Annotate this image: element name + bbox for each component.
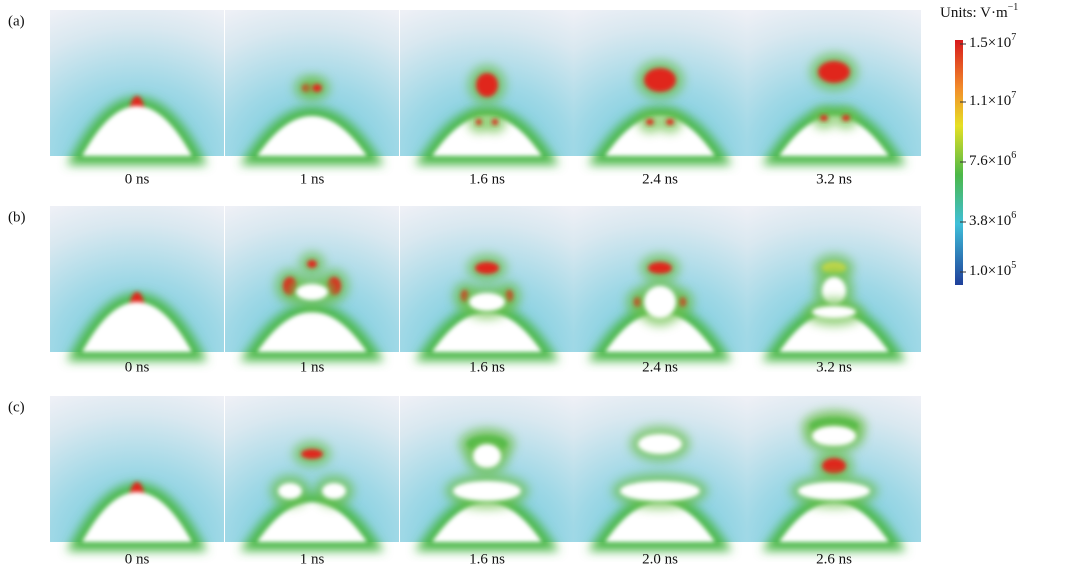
field-spot bbox=[646, 119, 654, 125]
tick-base: 1.0×10 bbox=[969, 263, 1011, 279]
tick-exp: 7 bbox=[1011, 90, 1016, 101]
field-spot bbox=[644, 286, 676, 318]
row-label: (b) bbox=[8, 209, 26, 225]
field-panel bbox=[400, 10, 574, 156]
time-label: 1 ns bbox=[300, 551, 325, 567]
field-spot bbox=[842, 115, 850, 121]
field-spot bbox=[453, 481, 521, 501]
field-panel bbox=[573, 396, 747, 542]
field-spot bbox=[812, 306, 856, 318]
tick-exp: 5 bbox=[1011, 260, 1016, 271]
field-spot bbox=[818, 61, 850, 83]
field-spot bbox=[473, 444, 501, 468]
field-spot bbox=[666, 119, 674, 125]
time-label: 3.2 ns bbox=[816, 359, 852, 375]
field-panel bbox=[747, 206, 921, 352]
tick-base: 1.1×10 bbox=[969, 93, 1011, 109]
colorbar-tick-label: 3.8×106 bbox=[969, 210, 1016, 229]
colorbar-tick-label: 7.6×106 bbox=[969, 150, 1016, 169]
time-label: 2.0 ns bbox=[642, 551, 678, 567]
time-label: 1.6 ns bbox=[469, 551, 505, 567]
field-spot bbox=[812, 426, 856, 446]
tick-base: 1.5×10 bbox=[969, 35, 1011, 51]
field-spot bbox=[301, 449, 323, 459]
tick-exp: 6 bbox=[1011, 210, 1016, 221]
time-label: 1 ns bbox=[300, 171, 325, 187]
field-spot bbox=[322, 483, 346, 499]
field-spot bbox=[644, 68, 676, 92]
field-spot bbox=[469, 293, 505, 311]
field-panel bbox=[50, 396, 224, 542]
field-spot bbox=[798, 482, 870, 500]
field-panel bbox=[573, 10, 747, 156]
time-label: 1.6 ns bbox=[469, 359, 505, 375]
time-label: 0 ns bbox=[125, 551, 150, 567]
field-spot bbox=[307, 260, 317, 268]
field-panel bbox=[747, 10, 921, 156]
colorbar-tick-label: 1.1×107 bbox=[969, 90, 1016, 109]
field-spot bbox=[822, 458, 846, 474]
field-panel bbox=[50, 10, 224, 156]
field-panel bbox=[573, 206, 747, 352]
time-label: 2.4 ns bbox=[642, 171, 678, 187]
field-panel bbox=[225, 396, 399, 542]
tick-base: 7.6×10 bbox=[969, 153, 1011, 169]
field-spot bbox=[476, 119, 482, 125]
field-panel bbox=[747, 396, 921, 542]
time-label: 1.6 ns bbox=[469, 171, 505, 187]
units-sup: −1 bbox=[1008, 2, 1019, 13]
field-spot bbox=[278, 483, 302, 499]
tick-base: 3.8×10 bbox=[969, 213, 1011, 229]
units-text: Units: V·m bbox=[940, 5, 1008, 21]
colorbar-units: Units: V·m−1 bbox=[940, 2, 1018, 21]
figure: (a) 0 ns 1 ns 1.6 ns 2.4 ns 3.2 ns (b) 0 ns 1 ns… bbox=[0, 0, 1067, 573]
colorbar-tick-label: 1.5×107 bbox=[969, 32, 1016, 51]
field-spot bbox=[638, 434, 682, 454]
field-spot bbox=[620, 481, 700, 501]
row-label: (a) bbox=[8, 13, 25, 29]
panels bbox=[50, 10, 921, 542]
time-label: 0 ns bbox=[125, 359, 150, 375]
field-panel bbox=[50, 206, 224, 352]
field-spot bbox=[475, 262, 499, 274]
row-label: (c) bbox=[8, 399, 25, 415]
field-spot bbox=[820, 115, 828, 121]
field-panel bbox=[225, 206, 399, 352]
tick-exp: 7 bbox=[1011, 32, 1016, 43]
field-spot bbox=[476, 73, 498, 97]
time-label: 1 ns bbox=[300, 359, 325, 375]
field-spot bbox=[648, 262, 672, 274]
time-label: 2.6 ns bbox=[816, 551, 852, 567]
field-spot bbox=[296, 284, 328, 300]
tick-exp: 6 bbox=[1011, 150, 1016, 161]
field-panel bbox=[225, 10, 399, 156]
time-label: 0 ns bbox=[125, 171, 150, 187]
colorbar-tick-label: 1.0×105 bbox=[969, 260, 1016, 279]
field-panel bbox=[400, 396, 574, 542]
field-panel bbox=[400, 206, 574, 352]
time-label: 3.2 ns bbox=[816, 171, 852, 187]
time-label: 2.4 ns bbox=[642, 359, 678, 375]
field-spot bbox=[492, 119, 498, 125]
field-spot bbox=[312, 84, 322, 92]
